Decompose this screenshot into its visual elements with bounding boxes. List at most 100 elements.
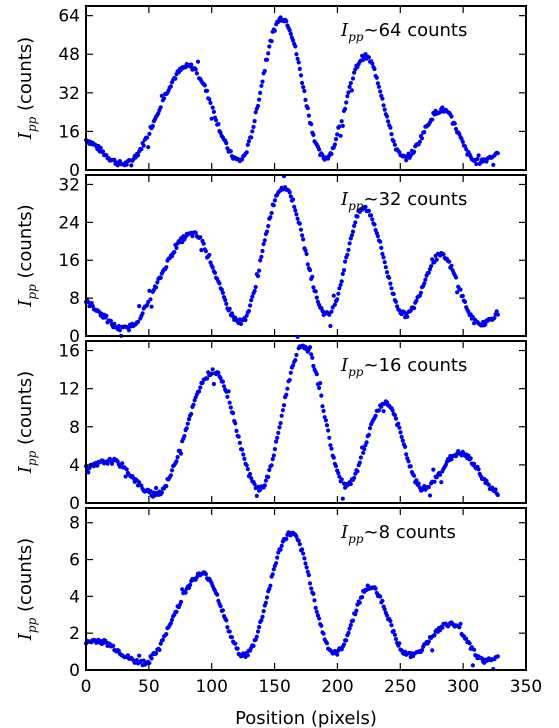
- data-point: [370, 217, 375, 222]
- data-point: [108, 318, 113, 323]
- data-point: [159, 490, 164, 495]
- y-axis-label: Ipp (counts): [15, 538, 39, 641]
- data-point: [381, 103, 386, 108]
- data-point: [98, 145, 103, 150]
- data-point: [474, 161, 479, 167]
- plot-frame: [85, 5, 527, 171]
- data-point: [182, 434, 187, 439]
- data-point: [346, 630, 351, 636]
- data-point: [253, 110, 258, 115]
- data-point: [393, 416, 399, 421]
- data-point: [441, 252, 446, 257]
- data-point: [117, 328, 122, 333]
- data-point: [248, 471, 253, 477]
- data-point: [164, 632, 169, 637]
- data-point: [224, 618, 229, 623]
- data-point: [174, 245, 179, 250]
- data-point: [323, 418, 328, 423]
- y-tick-label: 32: [58, 84, 80, 104]
- data-point: [185, 421, 190, 426]
- data-point: [245, 142, 250, 147]
- plot-frame: [85, 507, 527, 671]
- data-point: [254, 493, 259, 498]
- data-point: [208, 100, 213, 105]
- data-point: [376, 408, 382, 413]
- data-point: [399, 434, 404, 440]
- data-point: [378, 594, 383, 599]
- data-point: [212, 270, 218, 275]
- data-point: [164, 484, 169, 489]
- data-point: [347, 241, 352, 246]
- data-point: [227, 629, 232, 634]
- data-point: [495, 654, 500, 659]
- data-point: [240, 447, 245, 452]
- data-point: [189, 411, 194, 417]
- data-point: [266, 224, 271, 229]
- data-point: [210, 265, 215, 270]
- data-point: [300, 233, 305, 238]
- data-point: [264, 229, 270, 234]
- data-point: [348, 236, 353, 241]
- data-point: [375, 81, 380, 86]
- data-point: [429, 264, 434, 269]
- data-point: [270, 457, 275, 462]
- data-point: [472, 461, 477, 466]
- y-tick-label: 24: [58, 213, 80, 233]
- data-point: [345, 252, 350, 257]
- data-point: [380, 96, 385, 101]
- data-point: [328, 323, 333, 329]
- data-point: [384, 613, 390, 618]
- data-point: [302, 88, 307, 94]
- data-point: [267, 44, 272, 49]
- data-point: [391, 139, 396, 144]
- data-point: [274, 439, 279, 444]
- data-point: [470, 314, 475, 320]
- data-point: [467, 641, 472, 646]
- data-point: [430, 648, 435, 653]
- data-point: [174, 459, 179, 464]
- data-point: [392, 413, 397, 418]
- data-point: [278, 421, 283, 426]
- data-point: [310, 355, 315, 360]
- x-axis-label: Position (pixels): [235, 708, 377, 728]
- data-point: [309, 586, 314, 591]
- data-point: [251, 643, 256, 649]
- data-point: [332, 302, 337, 307]
- data-point: [215, 592, 220, 597]
- data-point: [285, 386, 290, 391]
- data-point: [344, 638, 349, 643]
- data-point: [271, 453, 276, 458]
- data-point: [141, 143, 146, 148]
- x-tick-label: 250: [384, 677, 416, 697]
- data-point: [340, 271, 345, 276]
- data-point: [272, 447, 277, 452]
- data-point: [154, 651, 159, 656]
- data-point: [412, 473, 417, 478]
- data-point: [403, 444, 408, 449]
- data-point: [245, 653, 250, 658]
- data-point: [298, 227, 304, 232]
- y-tick-label: 12: [58, 380, 80, 400]
- data-point: [422, 130, 427, 135]
- data-point: [452, 121, 457, 126]
- data-point: [296, 60, 301, 65]
- data-point: [457, 625, 462, 630]
- data-point: [220, 290, 225, 295]
- data-point: [422, 281, 427, 286]
- data-point: [355, 214, 360, 219]
- data-point: [455, 290, 460, 295]
- y-tick-label: 8: [69, 514, 80, 534]
- data-point: [241, 452, 246, 457]
- data-point: [378, 89, 383, 94]
- y-axis-label: Ipp (counts): [15, 204, 39, 307]
- data-point: [317, 385, 322, 390]
- data-point: [249, 298, 254, 303]
- data-point: [205, 376, 210, 381]
- data-point: [263, 600, 268, 605]
- data-point: [378, 239, 383, 244]
- data-point: [225, 625, 230, 630]
- data-point: [201, 241, 206, 246]
- data-point: [148, 297, 153, 302]
- data-point: [350, 229, 356, 234]
- data-point: [375, 234, 380, 239]
